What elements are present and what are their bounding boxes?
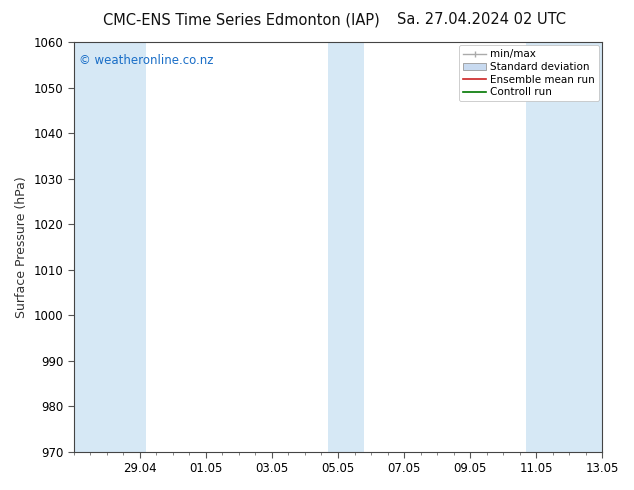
Text: CMC-ENS Time Series Edmonton (IAP): CMC-ENS Time Series Edmonton (IAP) (103, 12, 379, 27)
Y-axis label: Surface Pressure (hPa): Surface Pressure (hPa) (15, 176, 28, 318)
Text: Sa. 27.04.2024 02 UTC: Sa. 27.04.2024 02 UTC (398, 12, 566, 27)
Legend: min/max, Standard deviation, Ensemble mean run, Controll run: min/max, Standard deviation, Ensemble me… (459, 45, 599, 101)
Bar (328, 42, 365, 452)
Bar (526, 42, 602, 452)
Bar (74, 42, 146, 452)
Text: © weatheronline.co.nz: © weatheronline.co.nz (79, 54, 214, 67)
